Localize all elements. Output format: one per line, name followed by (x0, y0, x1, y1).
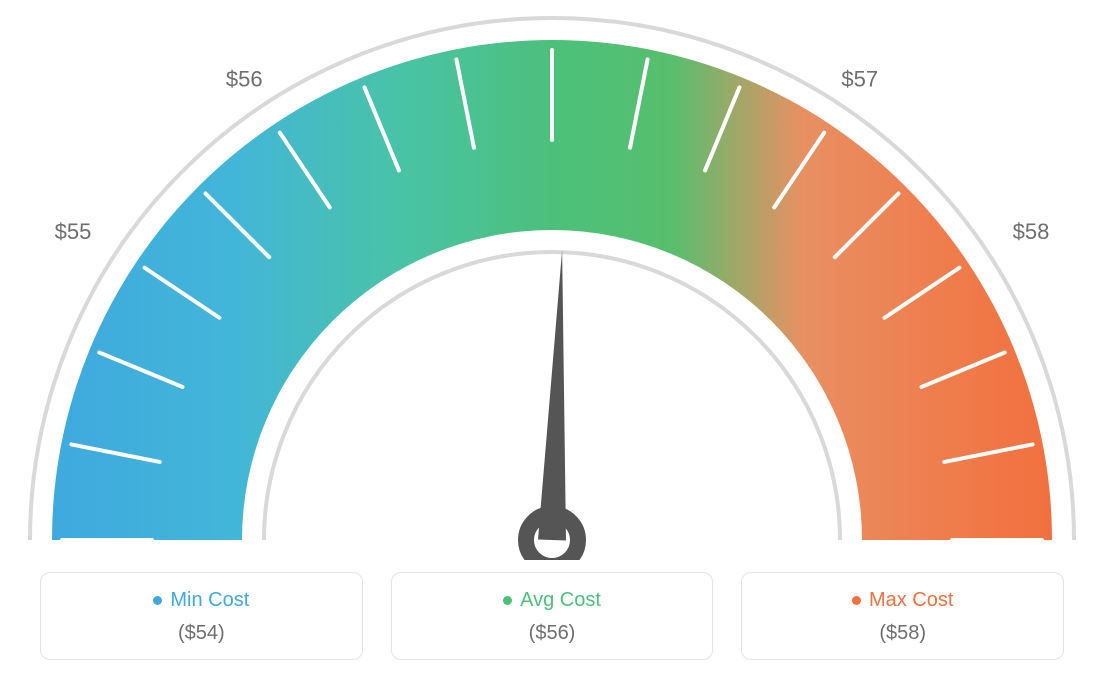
gauge-area: $54$55$56$56$57$58$58 (0, 0, 1104, 560)
legend-dot-icon (852, 596, 861, 605)
legend-card-max: Max Cost ($58) (741, 572, 1064, 660)
gauge-label: $55 (55, 219, 92, 244)
legend-value: ($58) (752, 622, 1053, 645)
legend-row: Min Cost ($54) Avg Cost ($56) Max Cost ($58) (40, 572, 1064, 660)
gauge-svg: $54$55$56$56$57$58$58 (0, 0, 1104, 560)
gauge-needle (538, 250, 566, 540)
legend-card-avg: Avg Cost ($56) (391, 572, 714, 660)
chart-root: $54$55$56$56$57$58$58 Min Cost($54)Avg C… (0, 0, 1104, 690)
legend-title-max: Max Cost (852, 589, 953, 612)
legend-value: ($56) (402, 622, 703, 645)
legend-dot-icon (503, 596, 512, 605)
legend-label: Max Cost (869, 589, 953, 612)
legend-card-min: Min Cost ($54) (40, 572, 363, 660)
legend-label: Avg Cost (520, 589, 601, 612)
gauge-label: $58 (1013, 219, 1050, 244)
gauge-label: $56 (226, 66, 263, 91)
legend-value: ($54) (51, 622, 352, 645)
gauge-label: $57 (841, 66, 878, 91)
legend-dot-icon (153, 596, 162, 605)
legend-label: Min Cost (170, 589, 249, 612)
legend-title-avg: Avg Cost (503, 589, 601, 612)
legend-title-min: Min Cost (153, 589, 249, 612)
